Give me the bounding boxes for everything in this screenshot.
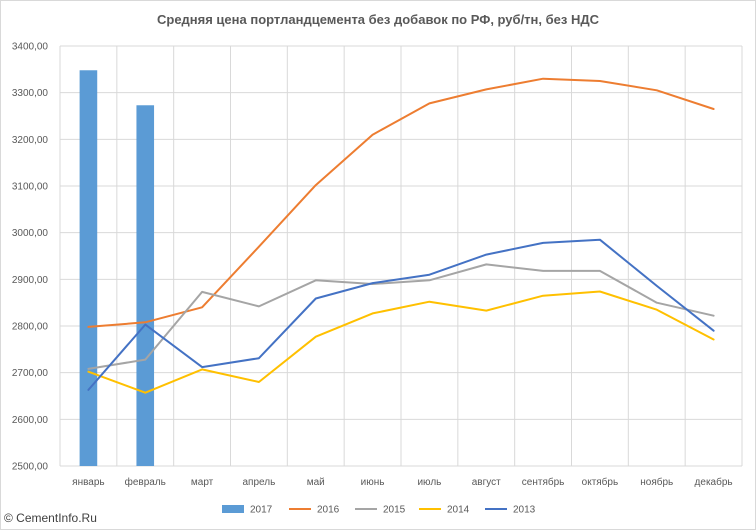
x-tick-label: октябрь (582, 476, 619, 488)
y-tick-label: 3300,00 (12, 88, 49, 99)
x-tick-label: сентябрь (522, 476, 565, 488)
x-tick-label: июнь (361, 477, 385, 488)
legend-label-2013: 2013 (513, 505, 536, 516)
y-tick-label: 3200,00 (12, 135, 49, 146)
x-tick-label: февраль (125, 476, 166, 488)
y-tick-label: 2500,00 (12, 462, 49, 473)
series-line-2015 (87, 263, 715, 370)
bar-2017 (79, 70, 98, 467)
series-line-2013 (87, 238, 715, 391)
x-tick-label: ноябрь (640, 476, 673, 488)
chart-title: Средняя цена портландцемента без добавок… (157, 12, 600, 27)
x-tick-label: май (307, 477, 325, 488)
series-line-2016 (87, 77, 715, 328)
x-tick-label: январь (72, 477, 104, 488)
x-tick-label: март (191, 477, 214, 488)
legend-label-2017: 2017 (250, 505, 273, 516)
series-line-2014 (87, 290, 715, 394)
y-tick-label: 2800,00 (12, 322, 49, 333)
x-tick-label: декабрь (695, 476, 733, 488)
y-tick-label: 2700,00 (12, 368, 49, 379)
x-tick-label: июль (417, 477, 441, 488)
y-tick-label: 3400,00 (12, 42, 49, 53)
y-tick-label: 2600,00 (12, 415, 49, 426)
legend-label-2015: 2015 (383, 505, 406, 516)
x-tick-label: август (472, 477, 501, 488)
legend-label-2014: 2014 (447, 505, 470, 516)
copyright-footer: © CementInfo.Ru (4, 511, 97, 525)
y-tick-label: 2900,00 (12, 275, 49, 286)
bar-2017 (136, 105, 155, 467)
legend-label-2016: 2016 (317, 505, 340, 516)
x-tick-label: апрель (243, 477, 276, 488)
y-tick-label: 3000,00 (12, 228, 49, 239)
legend-swatch-2017 (222, 505, 244, 513)
y-tick-label: 3100,00 (12, 182, 49, 193)
